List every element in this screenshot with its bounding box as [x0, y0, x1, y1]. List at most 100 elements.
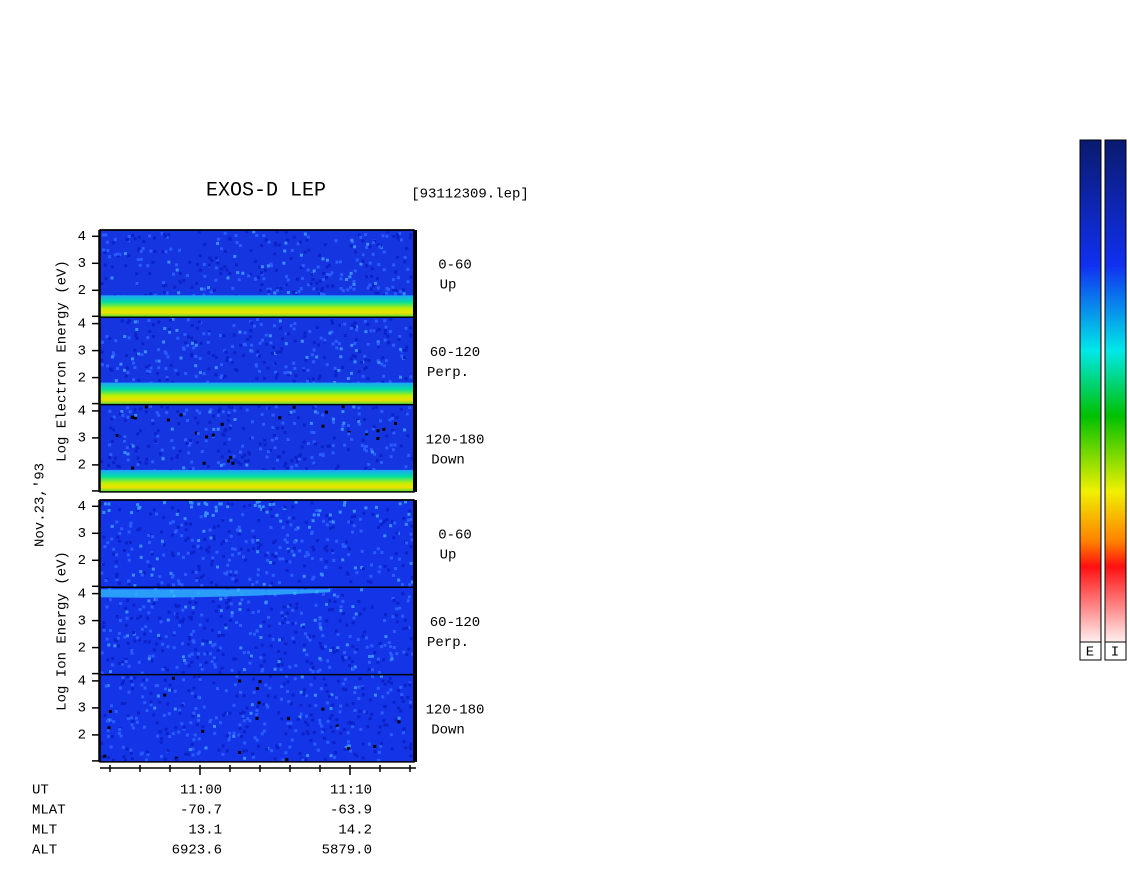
speckle	[211, 599, 215, 603]
speckle	[269, 644, 273, 648]
speckle	[221, 653, 225, 656]
speckle	[275, 458, 279, 462]
speckle	[231, 577, 235, 581]
speckle	[217, 630, 221, 634]
speckle	[370, 668, 374, 672]
speckle	[109, 718, 113, 722]
speckle	[299, 712, 303, 716]
speckle	[219, 597, 223, 601]
speckle	[157, 413, 161, 417]
speckle	[305, 659, 309, 663]
speckle	[350, 515, 354, 519]
speckle	[111, 657, 115, 660]
speckle	[223, 442, 227, 446]
speckle	[102, 625, 106, 629]
speckle	[113, 644, 117, 648]
speckle	[362, 607, 366, 611]
speckle	[200, 450, 204, 453]
speckle	[229, 456, 233, 460]
speckle	[359, 262, 363, 266]
speckle	[207, 367, 211, 371]
speckle	[103, 250, 107, 254]
speckle	[176, 525, 180, 529]
speckle	[154, 642, 158, 646]
speckle	[309, 713, 313, 717]
speckle	[166, 355, 170, 359]
speckle	[190, 336, 193, 340]
speckle	[157, 320, 161, 324]
speckle	[229, 618, 233, 622]
speckle	[264, 333, 268, 337]
speckle	[381, 380, 385, 384]
speckle	[331, 646, 335, 650]
speckle	[233, 409, 237, 413]
speckle	[280, 697, 284, 701]
speckle	[265, 571, 269, 575]
speckle	[361, 375, 365, 378]
speckle	[233, 254, 237, 258]
speckle	[103, 545, 107, 549]
speckle	[326, 740, 330, 744]
speckle	[233, 351, 237, 355]
speckle	[208, 256, 212, 260]
speckle	[255, 580, 259, 584]
speckle	[394, 718, 398, 722]
speckle	[391, 413, 395, 417]
speckle	[284, 275, 288, 279]
speckle	[217, 461, 220, 465]
speckle	[321, 646, 324, 650]
speckle	[215, 550, 219, 554]
speckle	[173, 530, 177, 534]
speckle	[147, 534, 151, 537]
speckle	[195, 577, 199, 581]
speckle	[377, 751, 381, 754]
speckle	[208, 720, 212, 724]
speckle	[409, 518, 413, 521]
speckle	[353, 665, 357, 669]
speckle	[143, 686, 147, 690]
speckle	[276, 663, 280, 667]
speckle	[403, 255, 407, 259]
speckle	[366, 377, 370, 381]
speckle	[112, 461, 116, 465]
speckle	[241, 714, 245, 718]
speckle	[293, 546, 296, 550]
speckle	[406, 599, 410, 603]
speckle	[306, 723, 310, 727]
speckle	[332, 741, 336, 745]
speckle	[373, 651, 377, 655]
pitch-direction: Down	[431, 452, 465, 468]
speckle	[257, 744, 260, 748]
speckle	[341, 593, 345, 597]
speckle	[116, 254, 120, 258]
speckle	[250, 321, 254, 325]
speckle	[274, 268, 278, 272]
speckle	[363, 445, 367, 449]
speckle	[118, 539, 122, 543]
speckle	[373, 329, 377, 333]
speckle	[287, 516, 291, 520]
speckle	[220, 422, 224, 426]
speckle	[133, 366, 137, 369]
speckle	[383, 723, 387, 727]
speckle	[264, 553, 268, 557]
speckle	[147, 364, 151, 368]
speckle	[284, 615, 288, 619]
speckle	[364, 506, 368, 510]
speckle	[311, 666, 315, 669]
speckle	[196, 421, 200, 425]
speckle	[270, 514, 274, 518]
speckle	[250, 343, 254, 347]
speckle	[404, 326, 408, 330]
speckle	[286, 533, 289, 537]
speckle	[253, 277, 257, 281]
speckle	[383, 643, 387, 647]
speckle	[294, 500, 298, 504]
speckle	[381, 356, 385, 360]
speckle	[112, 415, 116, 419]
speckle	[303, 250, 307, 254]
speckle	[410, 538, 414, 542]
speckle	[339, 731, 343, 735]
speckle	[385, 234, 389, 238]
speckle	[242, 505, 246, 508]
